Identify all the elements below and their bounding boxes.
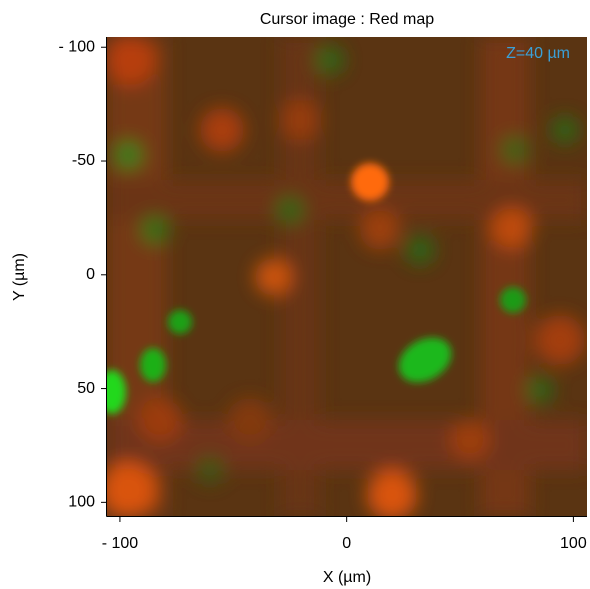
chart-title: Cursor image : Red map <box>260 11 434 28</box>
y-tick-label: 50 <box>77 380 95 397</box>
x-axis-label: X (µm) <box>323 569 371 586</box>
x-tick-label: - 100 <box>102 535 139 552</box>
y-tick-label: - 100 <box>59 38 96 55</box>
y-tick-label: 100 <box>68 494 95 511</box>
map-image <box>107 37 587 516</box>
y-axis-label: Y (µm) <box>11 253 28 301</box>
y-tick-label: 0 <box>86 266 95 283</box>
y-tick-label: -50 <box>72 152 95 169</box>
x-tick-label: 100 <box>560 535 587 552</box>
annotation: Z=40 µm <box>506 45 570 62</box>
x-tick-label: 0 <box>342 535 351 552</box>
